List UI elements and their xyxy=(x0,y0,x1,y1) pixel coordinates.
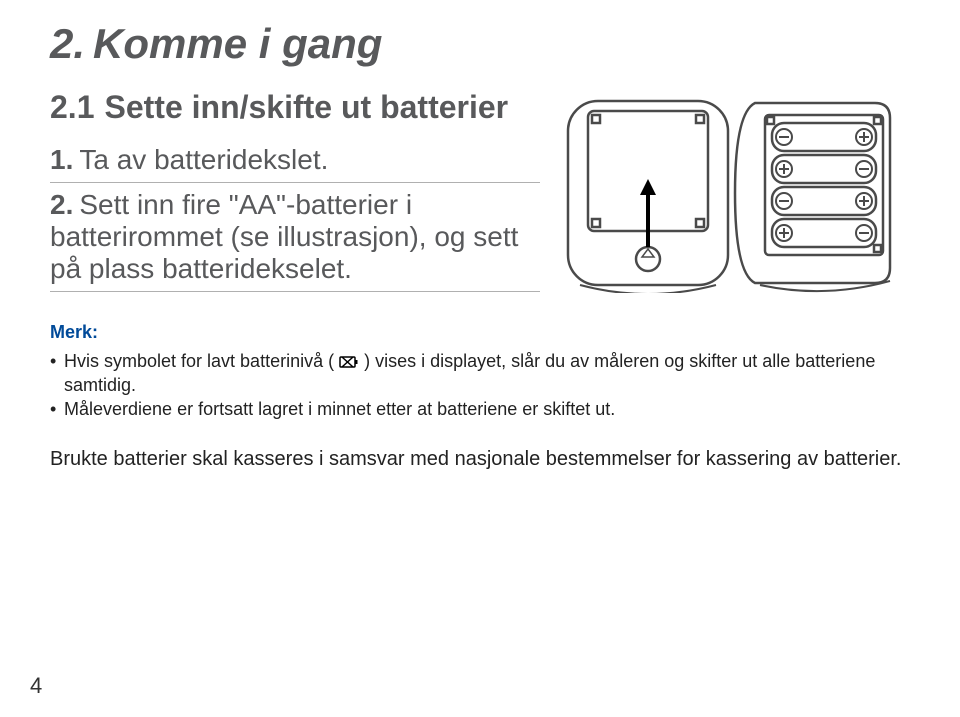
section-title: 2.1 Sette inn/skifte ut batterier xyxy=(50,88,540,126)
battery-illustration xyxy=(560,93,900,293)
chapter-title: 2.Komme i gang xyxy=(50,20,910,68)
note-b2-pre: Måleverdiene er fortsatt lagret i minnet… xyxy=(64,399,615,419)
illustration-column xyxy=(560,88,910,320)
step-2-text: Sett inn fire "AA"-batterier i batteriro… xyxy=(50,189,518,284)
note-label: Merk: xyxy=(50,320,910,344)
text-column: 2.1 Sette inn/skifte ut batterier 1.Ta av… xyxy=(50,88,540,320)
section-title-text: Sette inn/skifte ut batterier xyxy=(104,89,508,125)
step-1-text: Ta av batteridekslet. xyxy=(79,144,328,175)
note-bullet-2-text: Måleverdiene er fortsatt lagret i minnet… xyxy=(64,397,910,421)
disposal-text: Brukte batterier skal kasseres i samsvar… xyxy=(50,446,910,473)
low-battery-icon xyxy=(339,355,359,369)
step-2-number: 2. xyxy=(50,189,73,220)
step-1: 1.Ta av batteridekslet. xyxy=(50,144,540,183)
content-row: 2.1 Sette inn/skifte ut batterier 1.Ta av… xyxy=(50,88,910,320)
note-bullet-1: • Hvis symbolet for lavt batterinivå ( )… xyxy=(50,349,910,398)
note-b1-pre: Hvis symbolet for lavt batterinivå ( xyxy=(64,351,339,371)
note-block: Merk: • Hvis symbolet for lavt batterini… xyxy=(50,320,910,421)
bullet-dot: • xyxy=(50,397,64,421)
note-bullet-2: • Måleverdiene er fortsatt lagret i minn… xyxy=(50,397,910,421)
step-1-number: 1. xyxy=(50,144,73,175)
bullet-dot: • xyxy=(50,349,64,398)
chapter-number: 2. xyxy=(50,20,85,67)
page-number: 4 xyxy=(30,673,42,699)
section-number: 2.1 xyxy=(50,89,94,125)
note-bullet-1-text: Hvis symbolet for lavt batterinivå ( ) v… xyxy=(64,349,910,398)
chapter-title-text: Komme i gang xyxy=(93,20,382,67)
step-2: 2.Sett inn fire "AA"-batterier i batteri… xyxy=(50,189,540,292)
